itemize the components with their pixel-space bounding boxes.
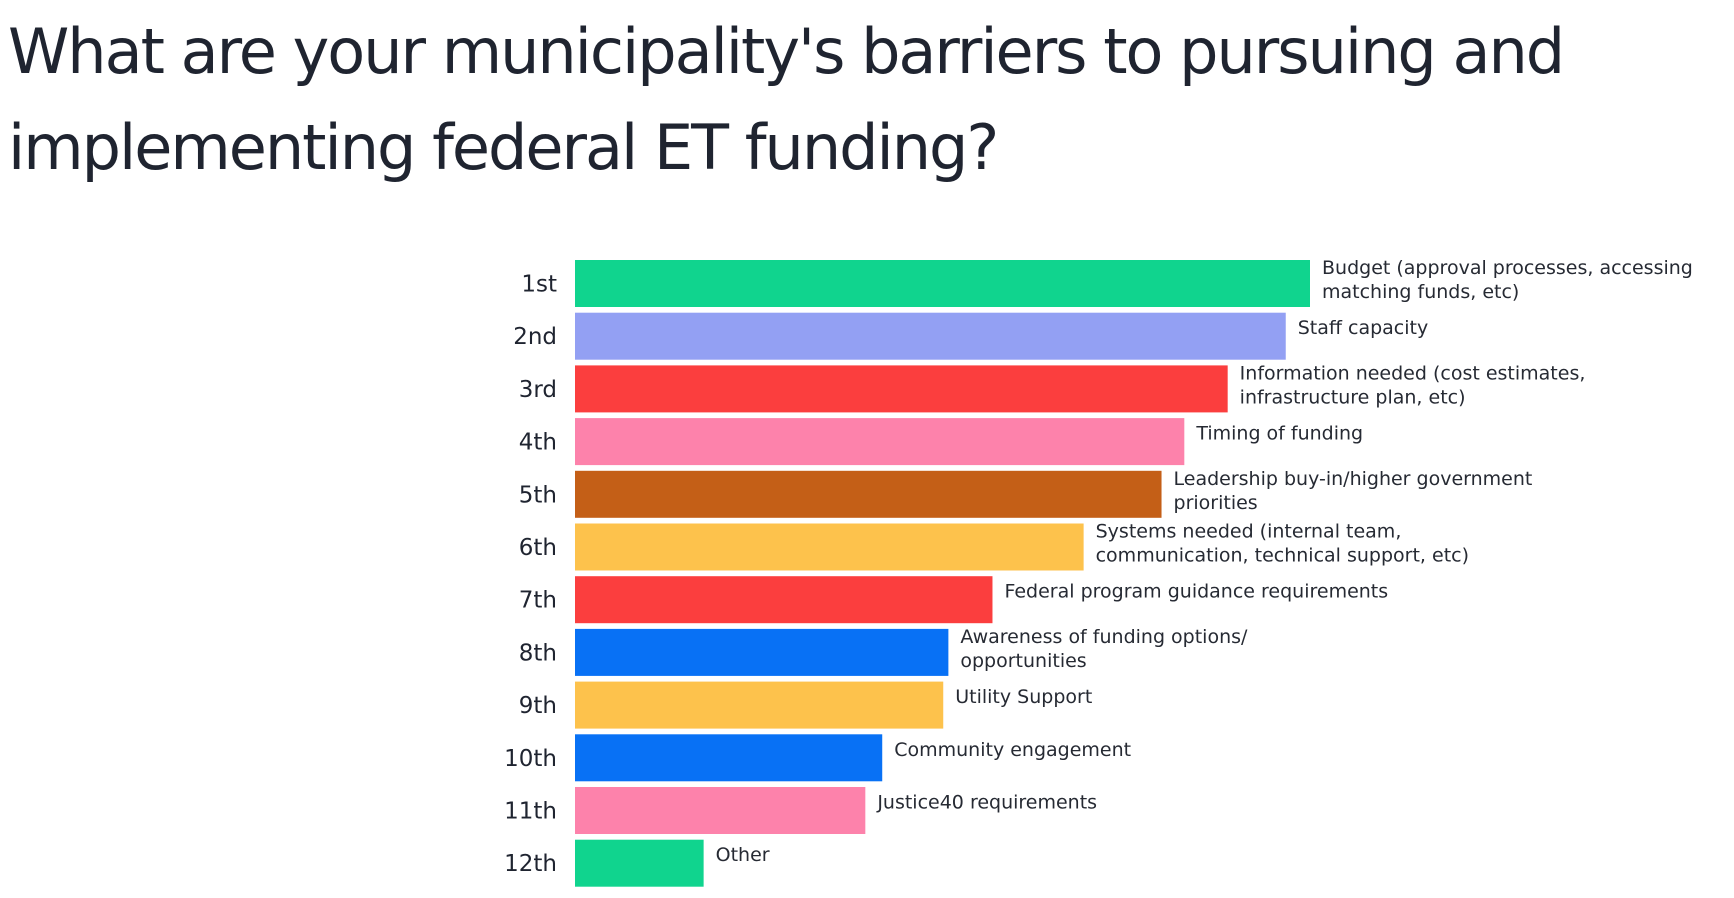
bar [575, 628, 949, 676]
bar-label: Community engagement [894, 739, 1131, 761]
bar [575, 839, 704, 887]
rank-label: 11th [504, 799, 557, 825]
bar-group: 10th Community engagement [504, 734, 1131, 782]
bar [575, 418, 1185, 466]
rank-label: 12th [504, 851, 557, 877]
bar-group: 9th Utility Support [519, 681, 1092, 729]
bar [575, 681, 944, 729]
bar [575, 576, 993, 624]
bar-label-line: Awareness of funding options/ [960, 626, 1248, 648]
bar-label-line: Information needed (cost estimates, [1240, 362, 1586, 384]
bar-group: 7th Federal program guidance requirements [519, 576, 1388, 624]
bar [575, 523, 1084, 571]
bar-group: 2nd Staff capacity [513, 312, 1429, 360]
bar-label: Timing of funding [1195, 423, 1363, 445]
bar-group: 4th Timing of funding [519, 418, 1363, 466]
bar-label: Utility Support [955, 686, 1092, 708]
bar-label-line: matching funds, etc) [1322, 281, 1519, 303]
rank-label: 2nd [513, 324, 557, 350]
bar-group: 1st Budget (approval processes, accessing… [521, 257, 1693, 307]
rank-label: 6th [519, 535, 557, 561]
bar-label-line: Budget (approval processes, accessing [1322, 257, 1693, 279]
bar-label: Federal program guidance requirements [1004, 581, 1388, 603]
rank-label: 7th [519, 588, 557, 614]
bar [575, 787, 866, 834]
rank-label: 8th [519, 640, 557, 666]
bar-label-line: Leadership buy-in/higher government [1174, 468, 1533, 490]
chart-title-line-2: implementing federal ET funding? [8, 111, 999, 184]
rank-label: 3rd [519, 377, 557, 403]
rank-label: 5th [519, 482, 557, 508]
bar [575, 260, 1310, 307]
bar [575, 312, 1286, 360]
rank-label: 9th [519, 693, 557, 719]
bar-label-line: Systems needed (internal team, [1096, 521, 1402, 543]
bar-group: 12th Other [504, 839, 770, 887]
bar-label: Justice40 requirements [876, 792, 1097, 814]
bar-group: 3rd Information needed (cost estimates,in… [519, 362, 1586, 413]
bar-group: 6th Systems needed (internal team,communi… [519, 521, 1469, 571]
bar-label-line: priorities [1174, 492, 1258, 514]
rank-label: 10th [504, 746, 557, 772]
bar [575, 734, 883, 782]
bar-label: Staff capacity [1298, 317, 1429, 339]
bar-group: 5th Leadership buy-in/higher governmentpr… [519, 468, 1533, 518]
bar-group: 11th Justice40 requirements [504, 787, 1097, 834]
rank-label: 1st [521, 272, 557, 298]
bar [575, 365, 1228, 413]
bar-label-line: communication, technical support, etc) [1096, 545, 1469, 567]
bar-label-line: infrastructure plan, etc) [1240, 386, 1466, 408]
chart-title: What are your municipality's barriers to… [8, 4, 1728, 196]
rank-label: 4th [519, 430, 557, 456]
bar-label: Other [716, 844, 770, 866]
bar [575, 470, 1162, 518]
bar-label-line: opportunities [960, 650, 1086, 672]
bar-group: 8th Awareness of funding options/opportun… [519, 626, 1248, 676]
chart-title-line-1: What are your municipality's barriers to… [8, 15, 1565, 88]
